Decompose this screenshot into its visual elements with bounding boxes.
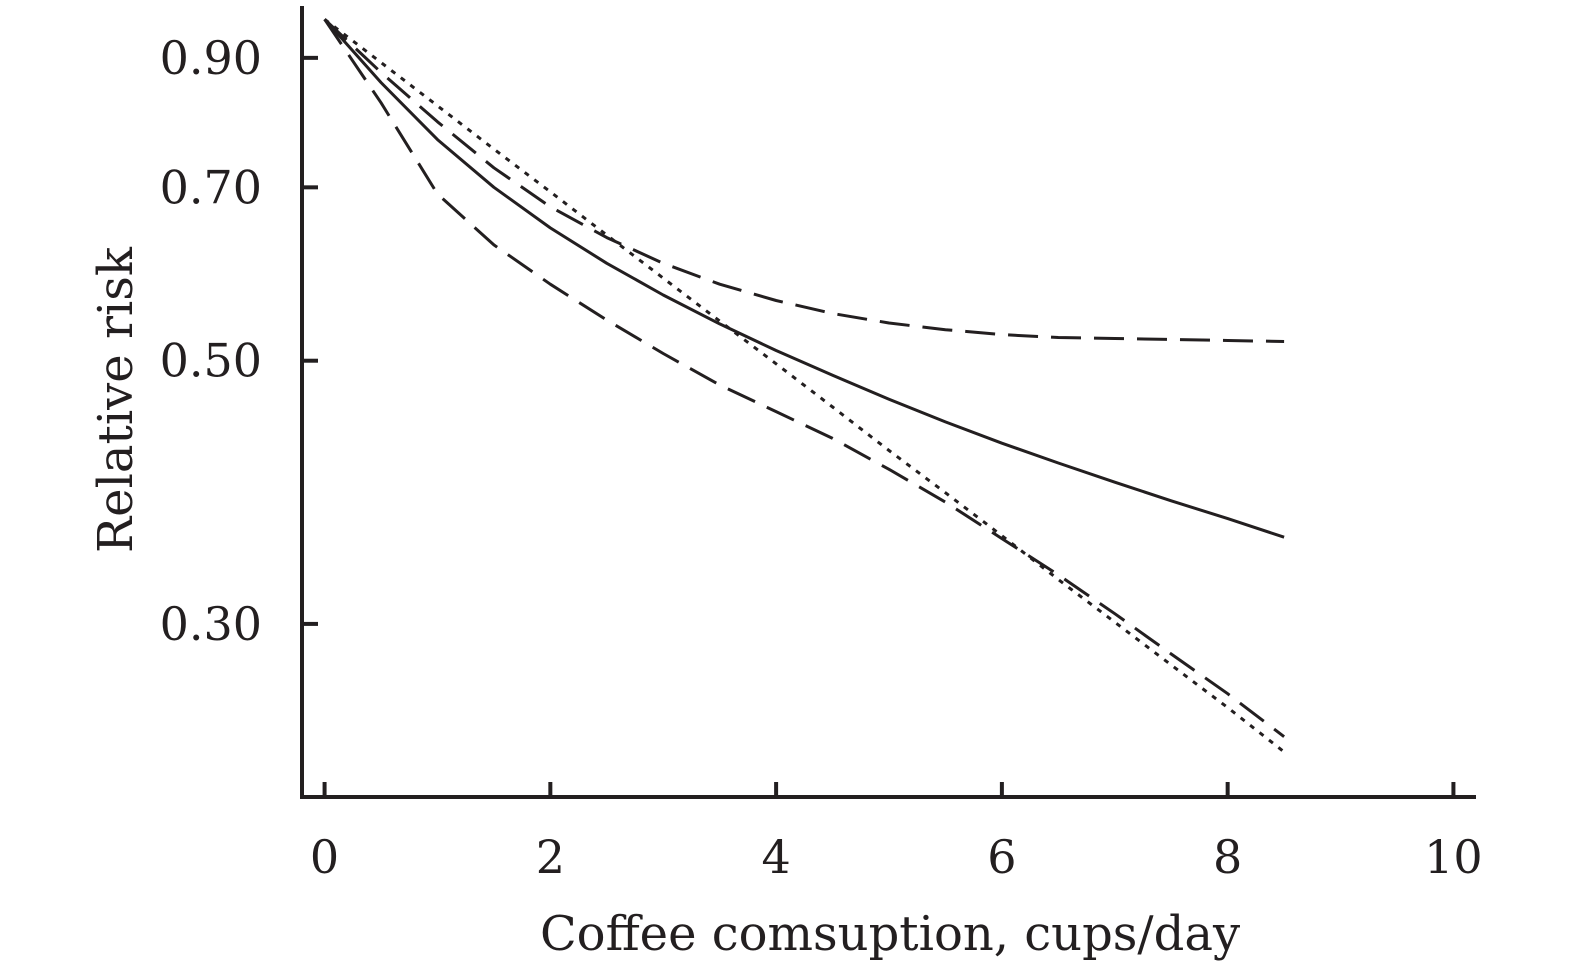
x-ticks: 0 2 4 6 8 10 bbox=[310, 782, 1483, 884]
x-axis-title: Coffee comsuption, cups/day bbox=[540, 906, 1240, 962]
x-tick-label: 10 bbox=[1424, 830, 1483, 884]
x-tick-label: 0 bbox=[310, 830, 339, 884]
series-line-solid bbox=[323, 18, 1285, 539]
series-line-dash bbox=[323, 18, 1285, 343]
series-line-long-dash bbox=[323, 18, 1286, 738]
x-tick-label: 8 bbox=[1213, 830, 1242, 884]
series-layer bbox=[323, 18, 1286, 754]
series-line-dotted bbox=[323, 18, 1286, 754]
x-tick-label: 6 bbox=[987, 830, 1016, 884]
y-tick-label: 0.50 bbox=[160, 334, 262, 388]
y-tick-label: 0.30 bbox=[160, 597, 262, 651]
x-tick-label: 4 bbox=[761, 830, 790, 884]
x-tick-label: 2 bbox=[536, 830, 565, 884]
y-tick-label: 0.90 bbox=[160, 31, 262, 85]
y-tick-label: 0.70 bbox=[160, 160, 262, 214]
y-axis-title: Relative risk bbox=[88, 246, 144, 553]
y-ticks: 0.30 0.50 0.70 0.90 bbox=[160, 31, 318, 651]
